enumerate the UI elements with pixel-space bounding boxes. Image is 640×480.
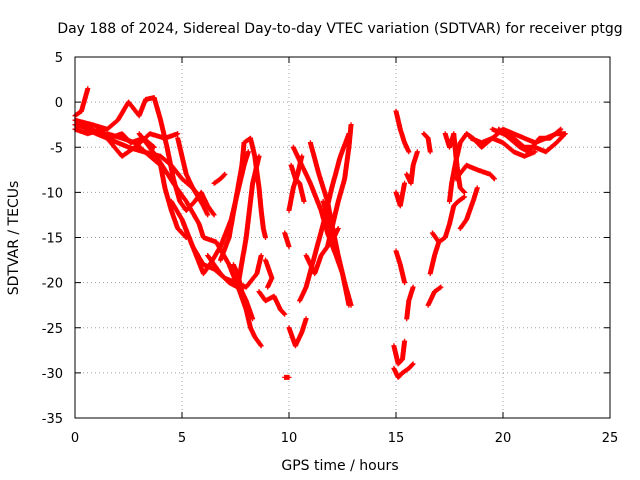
data-track — [391, 338, 408, 367]
x-tick-label: 5 — [178, 431, 186, 446]
data-point-markers — [393, 108, 412, 155]
data-point-markers — [457, 185, 480, 231]
data-track — [282, 374, 292, 380]
data-track — [453, 162, 497, 182]
data-track — [72, 95, 217, 218]
data-track — [393, 180, 408, 209]
data-point-markers — [320, 198, 341, 240]
data-point-markers — [404, 284, 416, 322]
y-axis-label: SDTVAR / TECUs — [6, 181, 22, 296]
data-point-markers — [425, 284, 444, 308]
data-point-markers — [404, 149, 420, 186]
data-point-markers — [427, 239, 442, 277]
x-axis-label: GPS time / hours — [281, 458, 398, 474]
axis-ticks: 0 5 10 15 20 25 5 0 -5 -10 -15 -20 -25 -30 -35 — [42, 51, 619, 446]
data-track — [288, 162, 307, 204]
data-point-markers — [256, 289, 288, 317]
data-point-markers — [393, 180, 408, 209]
data-point-markers — [211, 171, 228, 186]
data-track — [263, 257, 275, 290]
data-track — [393, 108, 412, 155]
data-point-markers — [288, 162, 307, 204]
y-tick-label: -5 — [50, 141, 63, 156]
data-marks — [72, 86, 568, 380]
data-point-markers — [496, 126, 564, 155]
data-track — [496, 126, 564, 155]
data-track — [421, 131, 433, 155]
data-point-markers — [175, 135, 211, 218]
data-point-markers — [447, 131, 470, 204]
data-track — [256, 289, 288, 317]
data-point-markers — [218, 135, 268, 263]
data-track — [404, 149, 420, 186]
data-point-markers — [282, 374, 292, 380]
x-tick-label: 15 — [388, 431, 405, 446]
y-tick-label: -30 — [42, 367, 63, 382]
data-point-markers — [286, 316, 309, 349]
data-track — [320, 198, 341, 240]
data-track — [429, 194, 467, 245]
data-point-markers — [391, 361, 416, 380]
data-point-markers — [72, 95, 217, 218]
data-track — [175, 135, 211, 218]
data-track — [427, 239, 442, 277]
data-point-markers — [230, 262, 256, 322]
data-point-markers — [421, 131, 433, 155]
data-point-markers — [282, 230, 292, 249]
y-tick-label: -20 — [42, 277, 63, 292]
data-track — [230, 262, 256, 322]
data-track — [425, 284, 444, 308]
data-track — [393, 248, 408, 286]
data-point-markers — [393, 248, 408, 286]
chart-title: Day 188 of 2024, Sidereal Day-to-day VTE… — [57, 21, 622, 37]
data-point-markers — [391, 338, 408, 367]
x-tick-label: 20 — [495, 431, 512, 446]
y-tick-label: 5 — [55, 51, 63, 66]
y-tick-label: -15 — [42, 232, 63, 247]
x-tick-label: 0 — [71, 431, 79, 446]
data-track — [391, 361, 416, 380]
data-point-markers — [429, 194, 467, 245]
x-tick-label: 10 — [281, 431, 298, 446]
x-tick-label: 25 — [602, 431, 619, 446]
data-point-markers — [263, 257, 275, 290]
data-track — [457, 185, 480, 231]
y-tick-label: -35 — [42, 412, 63, 427]
grid — [75, 57, 610, 418]
y-tick-label: -10 — [42, 186, 63, 201]
data-track — [404, 284, 416, 322]
y-tick-label: 0 — [55, 96, 63, 111]
y-tick-label: -25 — [42, 322, 63, 337]
data-track — [211, 171, 228, 186]
data-track — [282, 230, 292, 249]
data-track — [218, 135, 268, 263]
data-track — [286, 316, 309, 349]
data-track — [447, 131, 470, 204]
data-point-markers — [453, 162, 497, 182]
